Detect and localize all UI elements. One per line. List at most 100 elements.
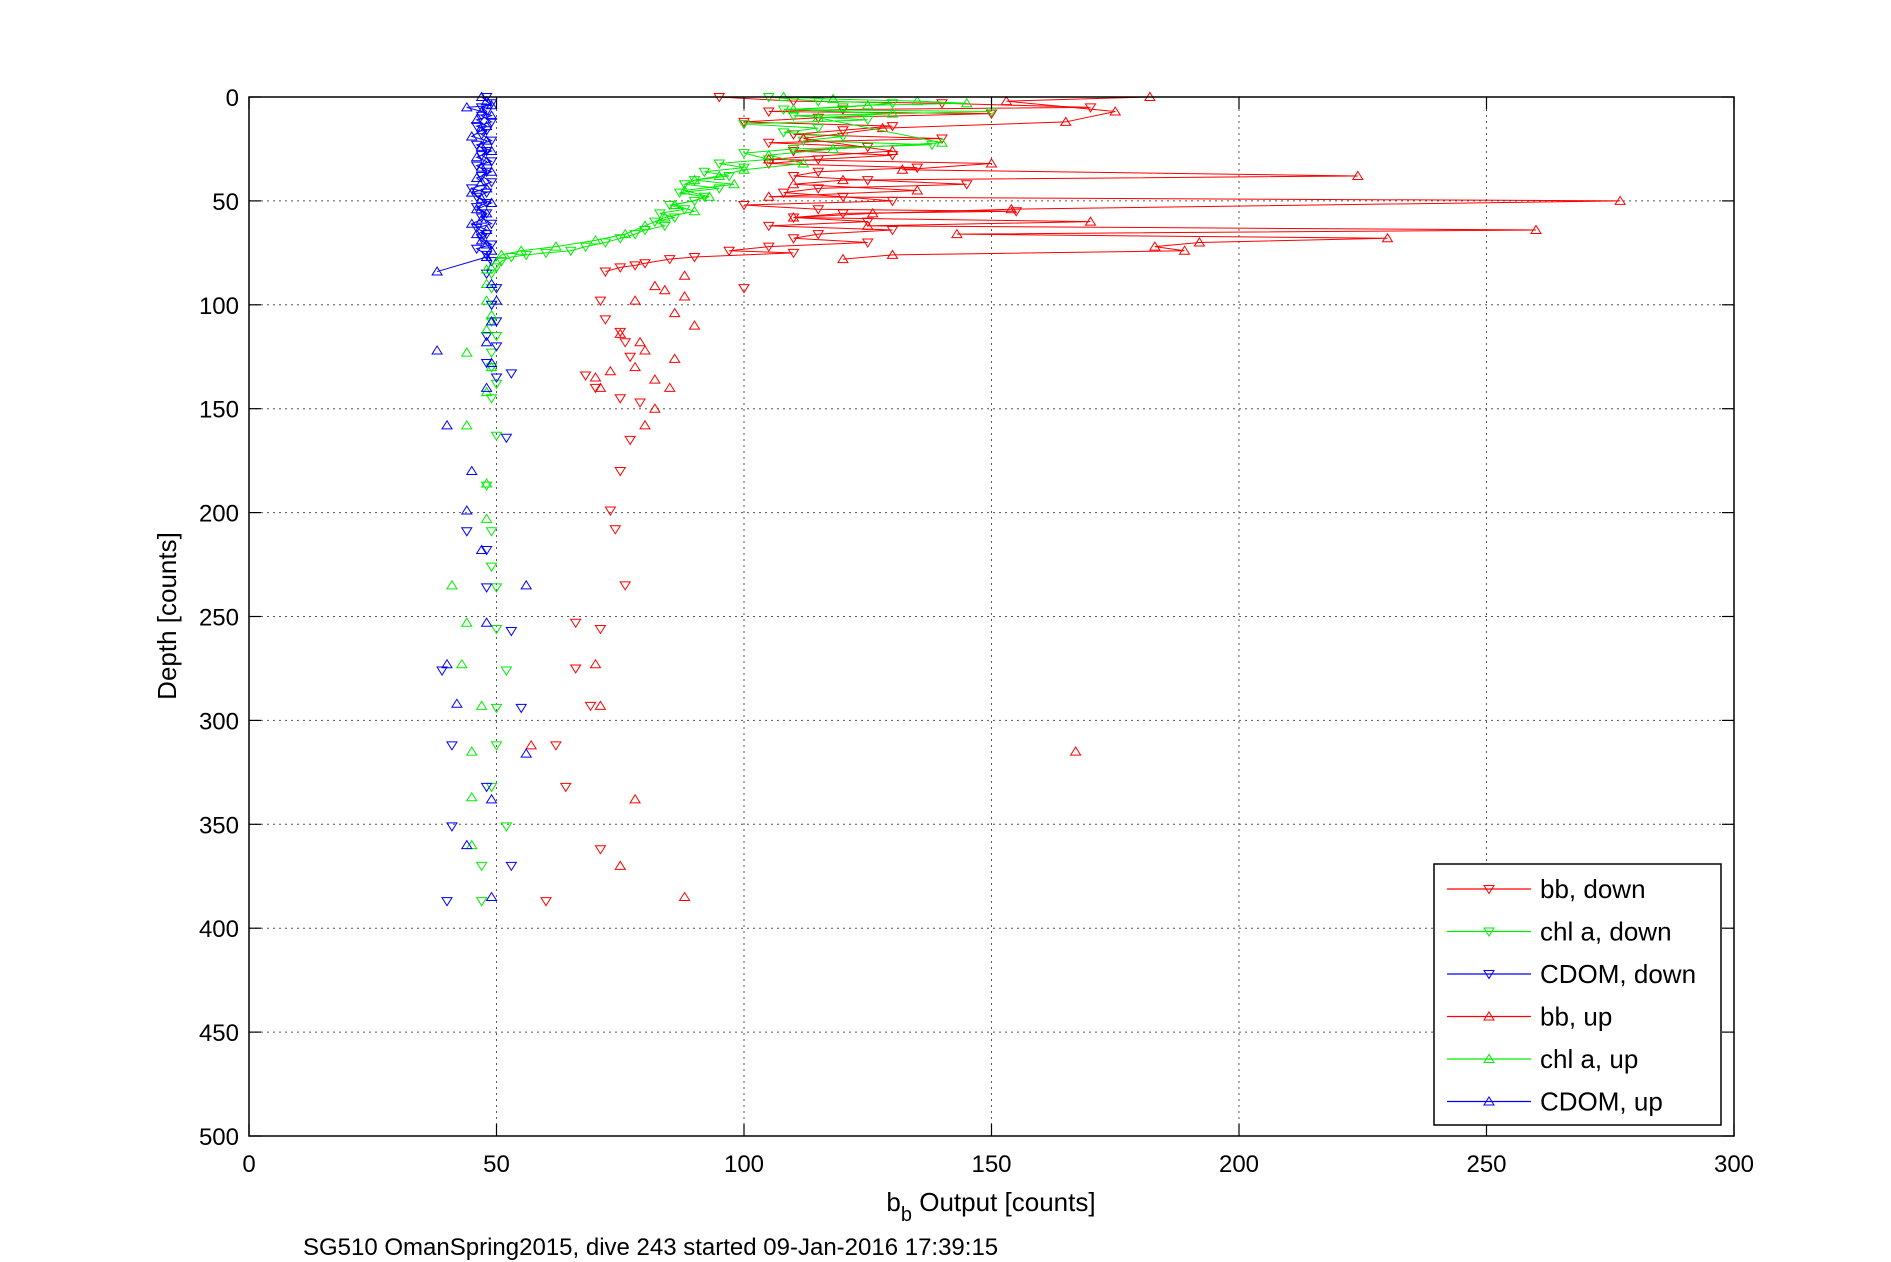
- data-point: [787, 147, 800, 157]
- x-tick-label: 50: [483, 1151, 510, 1178]
- data-point: [564, 246, 577, 257]
- data-point: [777, 105, 790, 115]
- data-point: [480, 336, 493, 347]
- data-point: [678, 891, 691, 902]
- data-point: [520, 250, 533, 261]
- data-point: [723, 246, 736, 257]
- legend-label: chl a, up: [1540, 1044, 1638, 1074]
- x-axis-label-rest: Output [counts]: [912, 1187, 1096, 1217]
- data-point: [599, 238, 612, 248]
- data-point: [594, 624, 607, 635]
- data-point: [837, 253, 849, 264]
- data-point: [1084, 103, 1097, 113]
- y-tick-label: 200: [199, 501, 239, 528]
- data-point: [569, 664, 582, 674]
- data-point: [678, 180, 691, 190]
- data-point: [480, 264, 493, 274]
- data-point: [658, 221, 671, 232]
- data-point: [827, 143, 840, 153]
- data-point: [475, 162, 488, 172]
- data-point: [460, 419, 473, 430]
- legend-item: bb, down: [1447, 874, 1646, 904]
- data-point: [485, 178, 498, 188]
- data-point: [470, 140, 483, 151]
- data-point: [648, 403, 661, 413]
- data-point: [960, 97, 973, 108]
- data-point: [470, 172, 483, 183]
- data-point: [515, 703, 528, 714]
- data-point: [485, 300, 498, 311]
- data-point: [589, 234, 602, 245]
- data-point: [480, 478, 493, 488]
- data-point: [485, 363, 498, 373]
- data-point: [886, 151, 899, 161]
- data-point: [480, 269, 493, 280]
- data-point: [480, 251, 493, 262]
- data-point: [475, 124, 488, 135]
- data-point: [475, 193, 488, 203]
- data-point: [886, 249, 899, 259]
- legend-marker: [1483, 1011, 1495, 1021]
- data-point: [460, 617, 473, 627]
- data-point: [475, 897, 488, 907]
- data-point: [475, 171, 488, 182]
- data-point: [475, 106, 488, 116]
- data-point: [485, 562, 498, 573]
- data-point: [475, 214, 488, 224]
- legend-marker: [1483, 885, 1495, 895]
- x-tick-label: 200: [1219, 1151, 1259, 1178]
- x-tick-label: 300: [1714, 1151, 1754, 1178]
- data-point: [470, 203, 483, 214]
- data-point: [614, 263, 627, 273]
- data-point: [475, 151, 488, 161]
- data-point: [1193, 237, 1206, 247]
- data-point: [490, 741, 503, 751]
- data-point: [678, 205, 691, 215]
- data-point: [465, 218, 478, 228]
- data-point: [475, 130, 488, 140]
- data-point: [926, 140, 939, 151]
- data-point: [678, 291, 691, 301]
- data-point: [599, 315, 612, 325]
- data-point: [446, 822, 458, 832]
- data-point: [861, 220, 874, 230]
- data-point: [1351, 170, 1364, 180]
- data-point: [777, 188, 790, 199]
- y-tick-label: 400: [199, 916, 239, 943]
- data-point: [658, 284, 671, 295]
- data-point: [668, 353, 681, 363]
- data-point: [480, 224, 493, 234]
- data-point: [431, 266, 444, 276]
- data-point: [465, 791, 478, 802]
- data-point: [985, 158, 998, 168]
- data-point: [485, 99, 498, 110]
- data-point: [762, 159, 775, 169]
- series-line: [605, 96, 1091, 273]
- data-point: [490, 295, 503, 305]
- data-point: [688, 174, 701, 185]
- data-point: [485, 527, 498, 537]
- data-point: [520, 748, 533, 758]
- data-point: [446, 579, 458, 590]
- data-point: [490, 703, 503, 714]
- data-point: [559, 782, 572, 793]
- data-point: [431, 345, 444, 355]
- data-point: [485, 309, 498, 320]
- data-point: [525, 739, 538, 750]
- data-point: [569, 618, 582, 629]
- data-point: [609, 525, 622, 535]
- series-line: [491, 96, 992, 274]
- data-point: [475, 234, 488, 245]
- legend-item: CDOM, down: [1447, 959, 1696, 989]
- data-point: [490, 431, 503, 442]
- data-point: [480, 95, 493, 106]
- data-point: [460, 505, 473, 515]
- data-point: [505, 627, 518, 637]
- data-point: [911, 185, 924, 195]
- data-point: [589, 658, 602, 669]
- legend-label: chl a, down: [1540, 917, 1672, 947]
- data-point: [886, 225, 899, 236]
- data-point: [480, 617, 493, 627]
- data-point: [797, 136, 810, 147]
- data-point: [653, 209, 666, 219]
